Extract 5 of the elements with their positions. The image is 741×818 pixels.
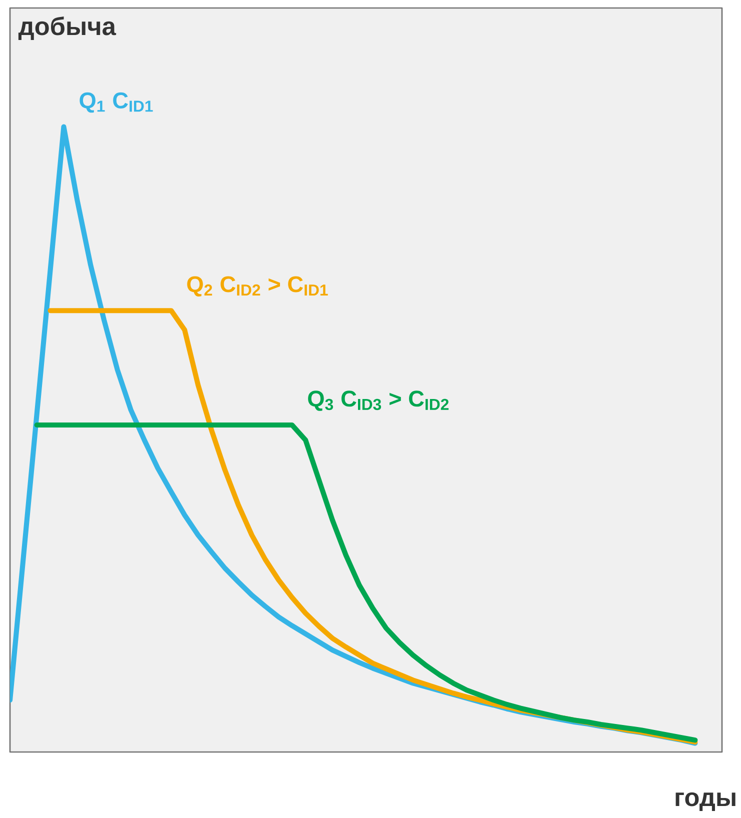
series-label: Q$_{3}$ C$_{ID3}$ > C$_{ID2}$ (308, 390, 449, 411)
x-axis-title: годы (676, 792, 736, 812)
series-label: Q$_{2}$ C$_{ID2}$ > C$_{ID1}$ (187, 276, 328, 296)
series-label: Q$_{1}$ C$_{ID1}$ (80, 92, 153, 113)
y-axis-title: добыча (18, 16, 116, 40)
